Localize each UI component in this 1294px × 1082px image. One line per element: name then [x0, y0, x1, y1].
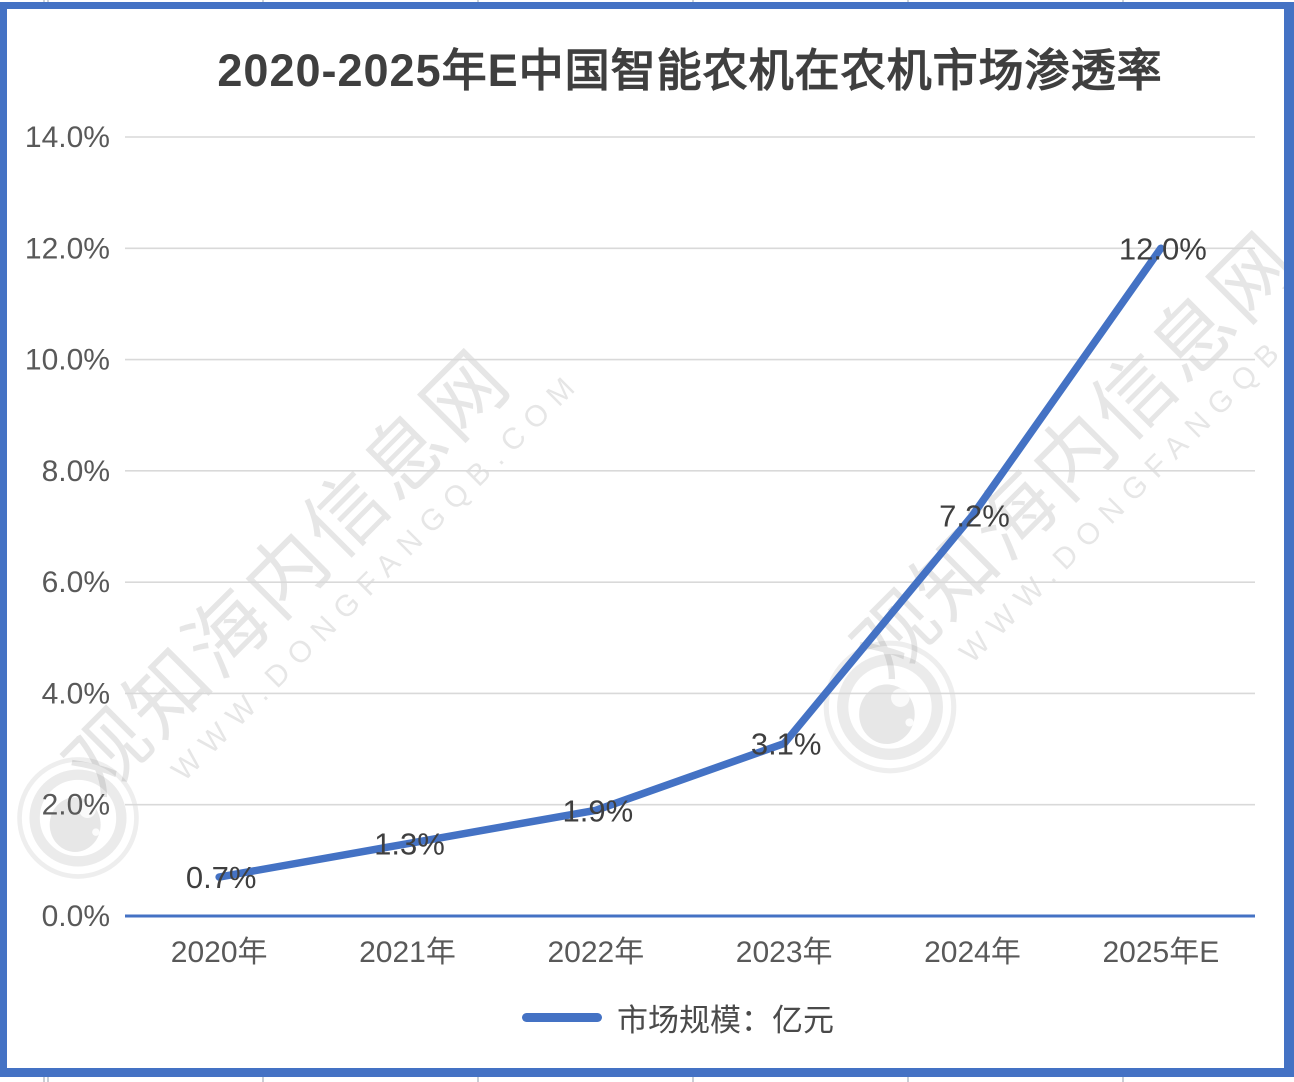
y-axis-tick-label: 14.0% — [25, 121, 110, 154]
y-axis-tick-label: 10.0% — [25, 344, 110, 377]
x-axis-tick-label: 2023年 — [736, 936, 833, 969]
x-axis-tick-label: 2020年 — [171, 936, 268, 969]
data-label: 12.0% — [1119, 231, 1207, 266]
series-line — [215, 244, 1165, 881]
eye-logo-icon — [17, 757, 139, 879]
data-label: 1.3% — [374, 827, 445, 862]
x-axis-tick-label: 2021年 — [359, 936, 456, 969]
spreadsheet-column-ticks-bottom — [0, 1077, 1294, 1082]
legend-label: 市场规模：亿元 — [617, 1002, 834, 1038]
y-axis-tick-label: 2.0% — [42, 789, 110, 822]
data-label: 0.7% — [186, 860, 257, 895]
data-label: 3.1% — [751, 727, 822, 762]
y-axis-tick-label: 0.0% — [42, 900, 110, 933]
spreadsheet-column-ticks-top — [0, 0, 1294, 2]
y-axis-tick-label: 12.0% — [25, 232, 110, 265]
y-axis-tick-label: 6.0% — [42, 566, 110, 599]
x-axis-tick-label: 2024年 — [924, 936, 1021, 969]
legend: 市场规模：亿元 — [31, 997, 1294, 1038]
data-label: 1.9% — [562, 793, 633, 828]
chart-title: 2020-2025年E中国智能农机在农机市场渗透率 — [217, 45, 1163, 96]
y-axis-tick-label: 4.0% — [42, 677, 110, 710]
data-label: 7.2% — [939, 498, 1010, 533]
y-axis-tick-label: 8.0% — [42, 455, 110, 488]
x-axis-tick-label: 2025年E — [1102, 936, 1219, 969]
x-axis-tick-label: 2022年 — [547, 936, 644, 969]
legend-line-icon — [522, 1012, 602, 1022]
